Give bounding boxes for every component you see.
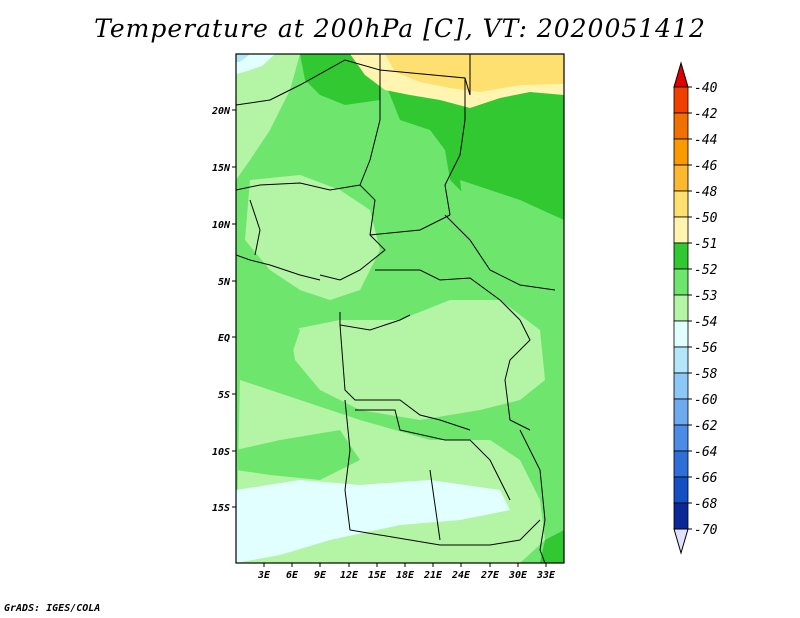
colorbar-label: -68	[694, 497, 718, 512]
colorbar-cell	[673, 372, 689, 400]
chart-title: Temperature at 200hPa [C], VT: 202005141…	[94, 14, 706, 43]
colorbar-cell	[673, 502, 689, 530]
colorbar-label: -44	[694, 133, 717, 148]
colorbar-cell	[673, 476, 689, 504]
field-patch	[236, 54, 275, 74]
temperature-field	[236, 54, 564, 563]
field-patch	[236, 290, 300, 370]
colorbar-label: -52	[694, 263, 718, 278]
colorbar-cell	[673, 450, 689, 478]
lon-label: 27E	[480, 570, 500, 581]
longitude-axis: 3E 6E 9E 12E 15E 18E 21E 24E 27E 30E 33E	[257, 563, 556, 581]
colorbar-cell	[673, 190, 689, 218]
colorbar-cell	[673, 216, 689, 244]
field-patch	[236, 480, 510, 563]
lat-label: 5S	[218, 390, 230, 401]
colorbar-label: -66	[694, 471, 718, 486]
lon-label: 18E	[396, 570, 415, 581]
colorbar-label: -48	[694, 185, 718, 200]
colorbar-cell	[673, 112, 689, 140]
lat-label: 10S	[212, 447, 230, 458]
colorbar-label: -58	[694, 367, 718, 382]
latitude-axis: 20N 15N 10N 5N EQ 5S 10S 15S	[211, 106, 236, 514]
colorbar-cell	[673, 268, 689, 296]
map-frame	[235, 53, 565, 564]
colorbar-cell	[673, 424, 689, 452]
colorbar-cell	[673, 294, 689, 322]
colorbar-label: -64	[694, 445, 717, 460]
lon-label: 30E	[508, 570, 528, 581]
lon-label: 24E	[451, 570, 471, 581]
lat-label: 5N	[218, 277, 231, 288]
colorbar-cell	[673, 242, 689, 270]
colorbar-cell	[673, 398, 689, 426]
colorbar-cell	[673, 164, 689, 192]
colorbar-bottom-arrow	[673, 528, 689, 555]
field-patch	[290, 300, 545, 420]
lon-label: 9E	[314, 570, 327, 581]
lat-label: 10N	[212, 220, 231, 231]
colorbar-label: -51	[694, 237, 717, 252]
country-borders	[236, 54, 556, 563]
lon-label: 12E	[340, 570, 359, 581]
credit-label: GrADS: IGES/COLA	[4, 603, 101, 614]
colorbar-label: -56	[694, 341, 718, 356]
colorbar-label: -60	[694, 393, 718, 408]
colorbar-label: -42	[694, 107, 718, 122]
field-patch	[236, 54, 300, 180]
colorbar-label: -40	[694, 81, 718, 96]
colorbar-label: -70	[694, 523, 718, 538]
colorbar-label: -62	[694, 419, 718, 434]
colorbar: -40 -42 -44 -46 -48 -50 -51 -52 -53 -54 -56 -58 -60 -…	[673, 61, 718, 555]
colorbar-label: -46	[694, 159, 718, 174]
field-patch	[236, 430, 360, 480]
colorbar-cell	[673, 320, 689, 348]
lat-label: 15N	[212, 163, 231, 174]
colorbar-label: -53	[694, 289, 717, 304]
lat-label: 20N	[211, 106, 231, 117]
lat-label: 15S	[212, 503, 230, 514]
lon-label: 15E	[368, 570, 387, 581]
field-patch	[236, 54, 250, 62]
lon-label: 21E	[423, 570, 443, 581]
colorbar-cell	[673, 346, 689, 374]
colorbar-label: -50	[694, 211, 718, 226]
field-patch	[385, 54, 564, 92]
lon-label: 6E	[286, 570, 299, 581]
field-patch	[540, 530, 564, 563]
lon-label: 3E	[257, 570, 271, 581]
lat-label: EQ	[218, 333, 230, 344]
colorbar-cell	[673, 86, 689, 114]
field-patch	[460, 180, 564, 290]
lon-label: 33E	[536, 570, 556, 581]
colorbar-top-arrow	[673, 61, 689, 88]
field-patch	[245, 175, 380, 300]
colorbar-cell	[673, 138, 689, 166]
colorbar-label: -54	[694, 315, 717, 330]
